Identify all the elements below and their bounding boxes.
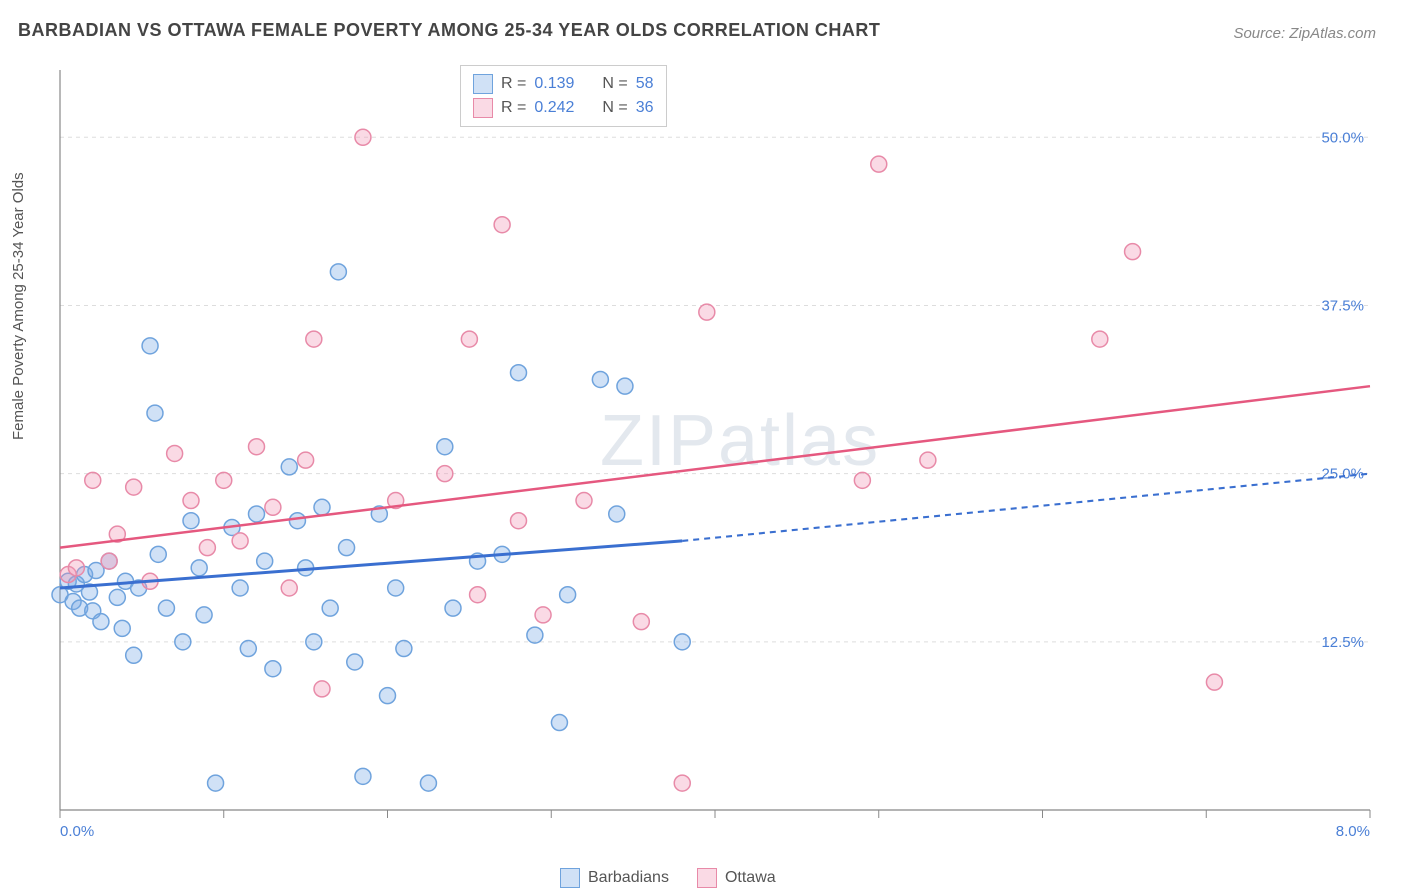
chart-title: BARBADIAN VS OTTAWA FEMALE POVERTY AMONG… — [18, 20, 880, 41]
svg-text:8.0%: 8.0% — [1336, 823, 1370, 840]
r-label: R = — [501, 72, 526, 96]
series-legend: Barbadians Ottawa — [560, 868, 776, 888]
n-value: 58 — [636, 72, 654, 96]
svg-text:37.5%: 37.5% — [1321, 297, 1364, 314]
legend-label: Barbadians — [588, 869, 669, 887]
svg-text:0.0%: 0.0% — [60, 823, 94, 840]
stats-row: R = 0.139 N = 58 — [473, 72, 654, 96]
series-swatch-icon — [473, 98, 493, 118]
scatter-chart: 12.5% 25.0% 37.5% 50.0% 0.0% 8.0% — [50, 60, 1380, 840]
chart-area: 12.5% 25.0% 37.5% 50.0% 0.0% 8.0% — [50, 60, 1380, 840]
r-label: R = — [501, 96, 526, 120]
legend-label: Ottawa — [725, 869, 776, 887]
svg-text:50.0%: 50.0% — [1321, 129, 1364, 146]
n-label: N = — [602, 72, 627, 96]
series-swatch-icon — [697, 868, 717, 888]
svg-text:12.5%: 12.5% — [1321, 634, 1364, 651]
r-value: 0.242 — [534, 96, 574, 120]
series-swatch-icon — [473, 74, 493, 94]
stats-legend: R = 0.139 N = 58 R = 0.242 N = 36 — [460, 65, 667, 127]
svg-text:25.0%: 25.0% — [1321, 466, 1364, 483]
y-axis-label: Female Poverty Among 25-34 Year Olds — [10, 172, 27, 440]
series-swatch-icon — [560, 868, 580, 888]
source-label: Source: ZipAtlas.com — [1233, 25, 1376, 42]
n-value: 36 — [636, 96, 654, 120]
legend-item: Ottawa — [697, 868, 776, 888]
stats-row: R = 0.242 N = 36 — [473, 96, 654, 120]
r-value: 0.139 — [534, 72, 574, 96]
n-label: N = — [602, 96, 627, 120]
legend-item: Barbadians — [560, 868, 669, 888]
